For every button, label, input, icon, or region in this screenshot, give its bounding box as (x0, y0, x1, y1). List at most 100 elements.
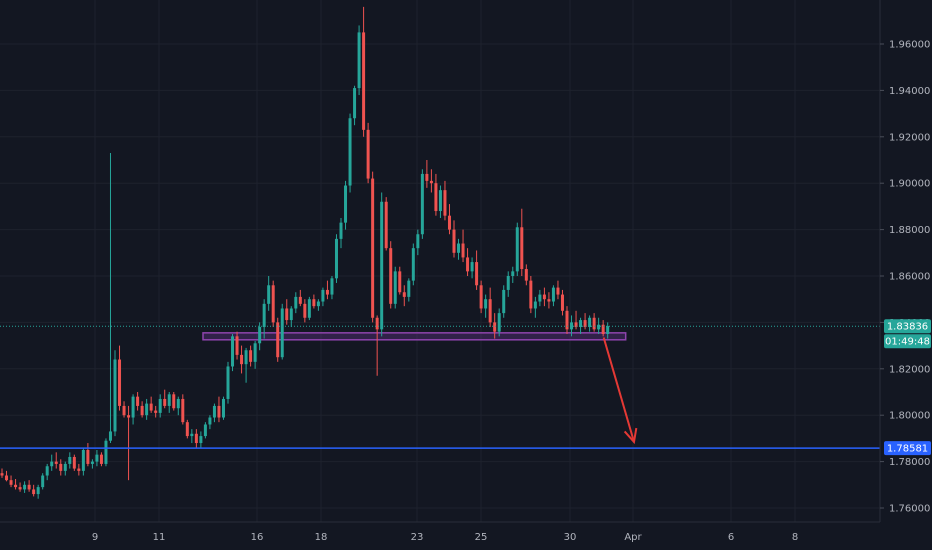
candle-body (411, 248, 415, 281)
candle-body (457, 243, 461, 253)
candle-body (54, 461, 58, 464)
candle-body (190, 433, 194, 437)
y-tick-label: 1.80000 (889, 411, 930, 422)
candle-body (181, 398, 185, 423)
candle-body (393, 271, 397, 304)
candle-body (475, 262, 479, 286)
candle-body (136, 396, 140, 406)
candle-body (601, 324, 605, 334)
x-tick-label: 8 (792, 532, 798, 543)
candle-body (592, 317, 596, 330)
y-tick-label: 1.76000 (889, 504, 930, 515)
candle-body (560, 294, 564, 311)
candle-body (9, 480, 13, 485)
candle-body (36, 487, 40, 495)
x-tick-label: 11 (153, 532, 166, 543)
candle-body (108, 431, 112, 441)
current-price-label: 1.83836 (887, 322, 928, 333)
countdown-label: 01:49:48 (885, 337, 930, 348)
candle-body (443, 190, 447, 216)
candle-body (524, 269, 528, 281)
candle-body (212, 405, 216, 418)
candle-body (167, 394, 171, 406)
candle-body (90, 461, 94, 464)
candle-body (253, 343, 257, 362)
candle-body (158, 398, 162, 413)
candle-body (72, 456, 76, 469)
candle-body (466, 257, 470, 272)
x-tick-label: 9 (92, 532, 98, 543)
candle-body (565, 310, 569, 330)
candle-body (145, 403, 149, 416)
overlay-layer (0, 325, 880, 449)
candle-body (271, 285, 275, 323)
candle-body (470, 262, 474, 272)
candle-body (104, 440, 108, 464)
candle-body (606, 326, 610, 334)
candle-body (118, 359, 122, 406)
price-badges: 1.83836 01:49:48 1.78581 (884, 319, 931, 456)
candle-body (262, 303, 266, 328)
x-tick-label: 25 (475, 532, 488, 543)
candle-body (334, 238, 338, 279)
candle-body (217, 405, 221, 418)
candle-body (208, 417, 212, 425)
candle-body (68, 456, 72, 464)
y-tick-label: 1.88000 (889, 225, 930, 236)
candle-body (14, 484, 18, 488)
candle-body (199, 436, 203, 444)
support-zone-layer[interactable] (202, 332, 627, 341)
candle-body (226, 366, 230, 399)
candle-body (77, 468, 81, 471)
candle-body (357, 32, 361, 89)
y-tick-label: 1.86000 (889, 272, 930, 283)
y-tick-label: 1.90000 (889, 179, 930, 190)
candle-body (389, 248, 393, 304)
candle-body (330, 278, 334, 295)
x-tick-label: 16 (251, 532, 264, 543)
candle-body (452, 229, 456, 253)
candle-body (511, 271, 515, 276)
support-zone-rect[interactable] (202, 332, 627, 341)
candle-body (484, 299, 488, 309)
candle-body (303, 303, 307, 318)
candle-body (235, 336, 239, 355)
candle-body (529, 280, 533, 309)
candle-body (461, 243, 465, 258)
candle-body (416, 234, 420, 249)
time-axis[interactable]: 9 11 16 18 23 25 30 Apr 6 8 (92, 532, 798, 543)
candle-body (438, 190, 442, 212)
projection-arrow-shaft (602, 337, 635, 443)
x-tick-label: 6 (728, 532, 734, 543)
candle-body (425, 173, 429, 181)
candle-body (276, 322, 280, 358)
y-tick-label: 1.96000 (889, 40, 930, 51)
x-tick-label: 23 (411, 532, 424, 543)
candle-body (547, 299, 551, 302)
candle-body (231, 336, 235, 367)
candle-body (122, 405, 126, 416)
candle-body (59, 463, 63, 471)
y-tick-label: 1.94000 (889, 86, 930, 97)
candle-body (371, 178, 375, 318)
countdown-badge (884, 334, 931, 349)
candle-body (140, 405, 144, 416)
candle-body (249, 350, 253, 362)
candle-body (221, 398, 225, 418)
candle-body (551, 287, 555, 302)
candle-body (420, 173, 424, 235)
x-tick-label: 30 (564, 532, 577, 543)
candle-body (18, 487, 22, 490)
candle-body (429, 180, 433, 184)
candle-body (316, 301, 320, 307)
candle-body (597, 324, 601, 330)
candle-body (583, 320, 587, 328)
candle-body (172, 394, 176, 409)
candle-body (497, 313, 501, 332)
candle-body (5, 475, 9, 481)
candle-body (556, 287, 560, 295)
candle-body (506, 276, 510, 290)
y-tick-label: 1.78000 (889, 457, 930, 468)
